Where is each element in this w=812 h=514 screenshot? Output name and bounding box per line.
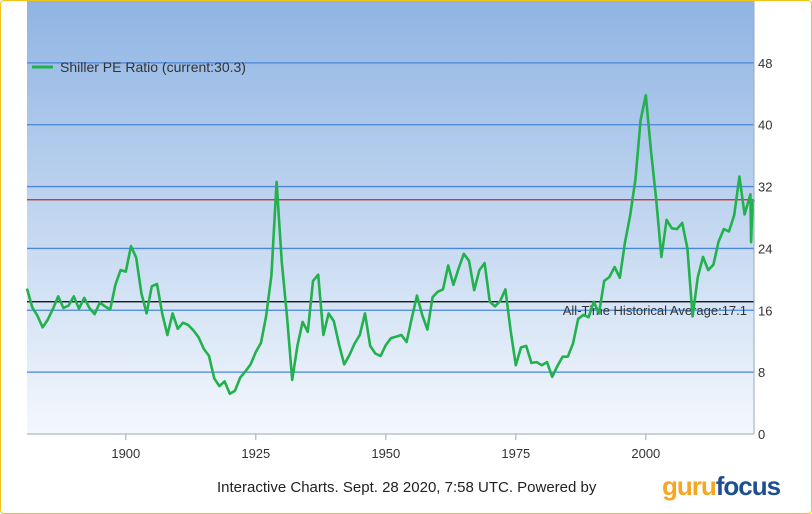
gurufocus-logo[interactable]: gurufocus: [662, 471, 781, 502]
y-tick-label: 24: [758, 241, 772, 256]
series-layer: [25, 94, 755, 396]
footer-text: Interactive Charts. Sept. 28 2020, 7:58 …: [217, 479, 597, 496]
plot-area: [27, 1, 754, 434]
axes: 0 8 16 24 32 40 48 1900 1925 1950 1975 2000: [27, 1, 772, 461]
x-tick-label: 2000: [631, 446, 660, 461]
y-tick-label: 0: [758, 427, 765, 442]
series-line: [25, 94, 755, 396]
logo-part-guru: guru: [662, 471, 717, 501]
y-tick-label: 48: [758, 56, 772, 71]
y-tick-label: 40: [758, 118, 772, 133]
logo-part-focus: focus: [715, 471, 781, 501]
legend[interactable]: Shiller PE Ratio (current:30.3): [32, 59, 246, 75]
x-tick-label: 1900: [111, 446, 140, 461]
legend-label: Shiller PE Ratio (current:30.3): [60, 59, 246, 75]
x-tick-label: 1925: [241, 446, 270, 461]
y-tick-label: 8: [758, 365, 765, 380]
x-tick-label: 1975: [501, 446, 530, 461]
y-tick-label: 16: [758, 303, 772, 318]
average-reference-label: All-Time Historical Average:17.1: [563, 303, 747, 318]
footer: Interactive Charts. Sept. 28 2020, 7:58 …: [1, 471, 811, 503]
y-tick-label: 32: [758, 180, 772, 195]
x-tick-label: 1950: [371, 446, 400, 461]
